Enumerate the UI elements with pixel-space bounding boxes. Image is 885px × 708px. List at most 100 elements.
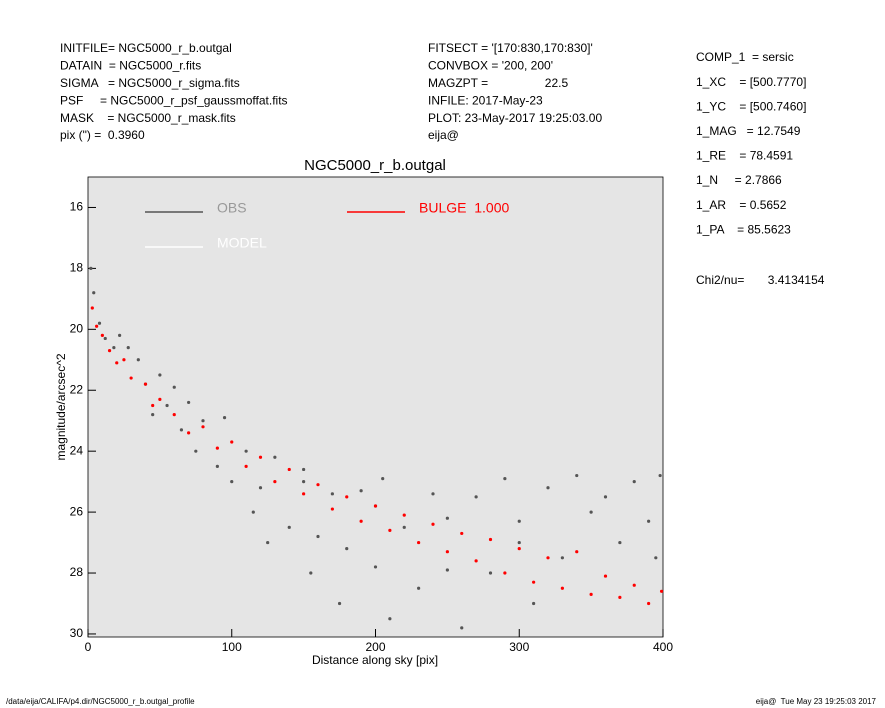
point <box>417 586 421 590</box>
point <box>589 592 593 596</box>
point <box>187 431 191 435</box>
point <box>129 376 133 380</box>
point <box>546 486 550 490</box>
point <box>603 495 608 499</box>
point <box>112 345 116 350</box>
point <box>158 373 162 377</box>
info-text: eija@ <box>428 128 459 142</box>
point <box>126 345 130 350</box>
point <box>287 467 291 472</box>
point <box>589 510 593 514</box>
info-text: 1_PA = 85.5623 <box>696 222 791 236</box>
point <box>222 416 227 420</box>
info-text: INFILE: 2017-May-23 <box>428 93 543 107</box>
point <box>632 583 636 587</box>
info-text: PLOT: 23-May-2017 19:25:03.00 <box>428 111 602 125</box>
chart-title: NGC5000_r_b.outgal <box>304 157 446 174</box>
x-tick-label: 100 <box>222 640 242 654</box>
point <box>474 495 478 499</box>
y-tick-label: 28 <box>70 565 84 579</box>
info-text: MAGZPT = 22.5 <box>428 76 568 90</box>
info-text: 1_N = 2.7866 <box>696 173 782 187</box>
point <box>532 601 536 606</box>
point <box>244 449 248 453</box>
info-text: 1_XC = [500.7770] <box>696 75 806 89</box>
point <box>532 580 536 584</box>
point <box>503 476 507 481</box>
info-text: pix (") = 0.3960 <box>60 128 145 142</box>
point <box>517 540 521 545</box>
point <box>258 486 263 490</box>
point <box>460 626 464 630</box>
point <box>151 413 155 417</box>
point <box>654 556 658 560</box>
point <box>302 467 306 472</box>
point <box>151 403 155 408</box>
point <box>488 571 493 575</box>
point <box>345 495 349 499</box>
point <box>194 449 198 453</box>
point <box>373 504 378 508</box>
x-tick-label: 400 <box>653 640 673 654</box>
legend-label: OBS <box>217 200 247 216</box>
point <box>359 489 363 493</box>
y-tick-label: 22 <box>70 382 84 396</box>
point <box>546 556 550 560</box>
point <box>603 574 608 578</box>
point <box>97 321 102 325</box>
point <box>172 413 176 417</box>
point <box>100 333 104 338</box>
point <box>172 385 176 389</box>
point <box>215 464 219 469</box>
info-text: 1_AR = 0.5652 <box>696 198 787 212</box>
point <box>158 397 162 401</box>
info-text: INITFILE= NGC5000_r_b.outgal <box>60 41 232 55</box>
point <box>388 617 392 621</box>
point <box>445 550 449 554</box>
point <box>647 601 651 606</box>
plot-area <box>87 176 664 638</box>
point <box>337 601 342 606</box>
point <box>402 513 406 517</box>
point <box>92 291 96 295</box>
info-text: COMP_1 = sersic <box>696 50 794 64</box>
point <box>273 455 277 459</box>
x-tick-label: 0 <box>85 640 92 654</box>
point <box>309 571 313 575</box>
info-text: FITSECT = '[170:830,170:830]' <box>428 41 593 55</box>
point <box>474 559 478 563</box>
legend-label: BULGE 1.000 <box>419 200 509 216</box>
point <box>373 565 378 569</box>
y-tick-label: 16 <box>70 200 84 214</box>
point <box>107 349 112 353</box>
footer-path: /data/eija/CALIFA/p4.dir/NGC5000_r_b.out… <box>6 697 195 706</box>
point <box>330 492 334 496</box>
point <box>136 358 140 362</box>
point <box>215 446 219 450</box>
info-text: 1_RE = 78.4591 <box>696 149 793 163</box>
point <box>402 525 406 529</box>
point <box>201 419 205 423</box>
y-tick-label: 24 <box>70 443 84 457</box>
point <box>287 525 291 529</box>
point <box>187 400 191 405</box>
x-tick-label: 300 <box>509 640 529 654</box>
y-tick-label: 26 <box>70 504 84 518</box>
point <box>445 516 449 520</box>
point <box>618 540 622 545</box>
point <box>503 571 507 575</box>
point <box>560 586 564 590</box>
point <box>302 480 306 484</box>
point <box>179 428 184 432</box>
point <box>575 473 579 478</box>
point <box>388 528 392 532</box>
y-tick-label: 18 <box>70 261 84 275</box>
point <box>359 519 363 523</box>
point <box>201 425 205 429</box>
info-text: PSF = NGC5000_r_psf_gaussmoffat.fits <box>60 93 288 107</box>
point <box>381 476 385 481</box>
point <box>115 361 119 365</box>
info-text: DATAIN = NGC5000_r.fits <box>60 59 201 73</box>
point <box>118 333 122 338</box>
point <box>258 455 263 459</box>
